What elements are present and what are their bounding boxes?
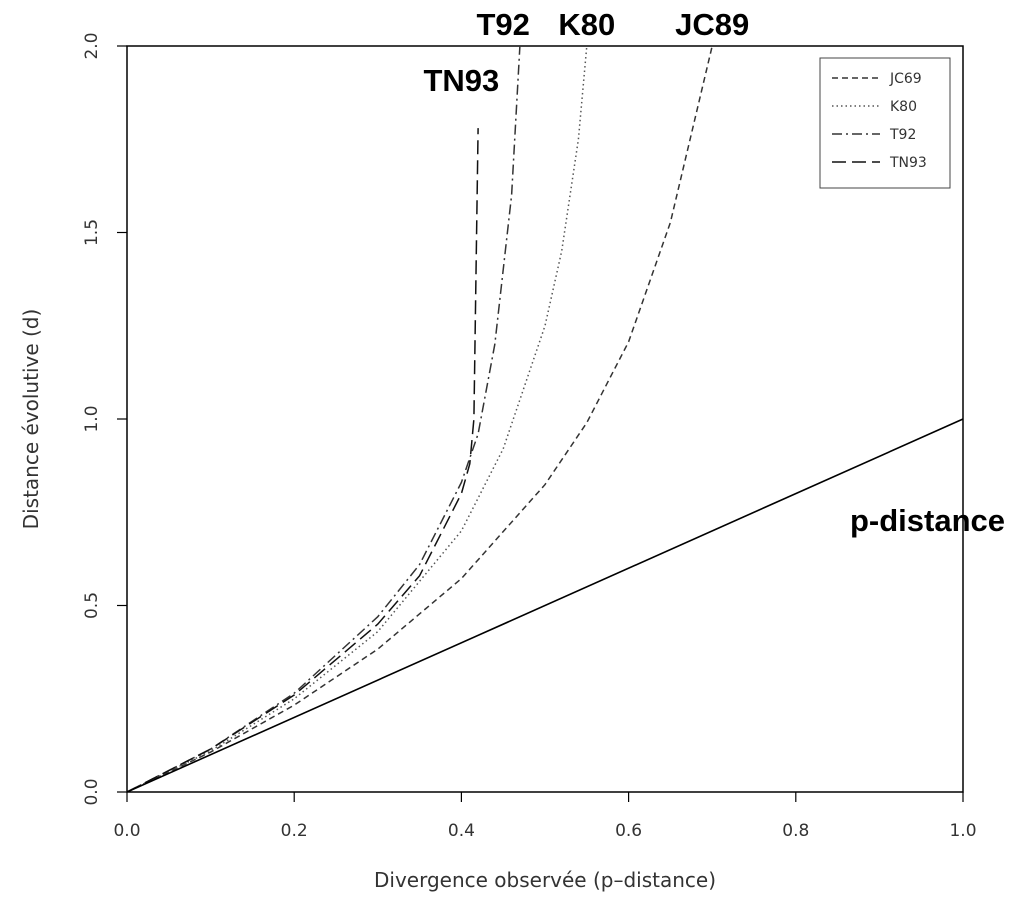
annotation-jc89: JC89 <box>675 7 749 42</box>
annotation-p-distance: p-distance <box>850 503 1005 538</box>
legend-label-t92: T92 <box>889 127 916 143</box>
x-tick-label: 0.0 <box>113 821 140 841</box>
legend-label-k80: K80 <box>890 99 917 115</box>
x-axis-title: Divergence observée (p–distance) <box>374 868 716 892</box>
axes: 0.0 0.2 0.4 0.6 0.8 1.0 0.0 0.5 1.0 1.5 2.0 <box>82 32 977 841</box>
x-tick-label: 0.8 <box>782 821 809 841</box>
series-line-t92 <box>126 45 521 793</box>
y-tick-label: 2.0 <box>82 32 102 59</box>
series-line-jc69 <box>126 45 713 793</box>
series-line-tn93 <box>126 128 479 793</box>
x-tick-label: 0.6 <box>615 821 642 841</box>
x-tick-label: 0.2 <box>281 821 308 841</box>
legend-label-tn93: TN93 <box>889 155 927 171</box>
x-tick-label: 1.0 <box>949 821 976 841</box>
x-tick-label: 0.4 <box>448 821 475 841</box>
series-lines <box>126 45 964 793</box>
annotations: T92 K80 JC89 TN93 p-distance <box>423 7 1005 538</box>
legend-label-jc69: JC69 <box>889 71 922 87</box>
y-tick-label: 0.0 <box>82 778 102 805</box>
legend: JC69 K80 T92 TN93 <box>819 57 951 189</box>
legend-box <box>819 57 951 189</box>
y-axis-title: Distance évolutive (d) <box>19 309 43 530</box>
y-tick-label: 0.5 <box>82 592 102 619</box>
annotation-k80: K80 <box>558 7 615 42</box>
annotation-t92: T92 <box>476 7 529 42</box>
y-tick-label: 1.0 <box>82 405 102 432</box>
y-tick-label: 1.5 <box>82 219 102 246</box>
series-line-p-distance <box>126 418 964 793</box>
series-line-k80 <box>126 45 588 793</box>
annotation-tn93: TN93 <box>423 63 499 98</box>
